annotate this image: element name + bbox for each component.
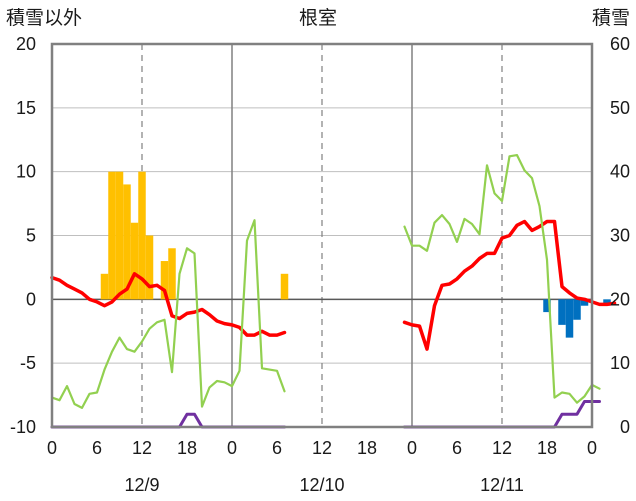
left-tick-label: 5 <box>26 226 36 246</box>
date-label: 12/10 <box>299 475 344 495</box>
hour-tick-label: 18 <box>357 438 377 458</box>
hour-tick-label: 0 <box>47 438 57 458</box>
bar <box>168 248 176 300</box>
hour-tick-label: 0 <box>227 438 237 458</box>
series-line-temperature <box>50 272 287 337</box>
plot-frame <box>50 42 594 429</box>
bar <box>123 184 131 300</box>
bar <box>138 171 146 300</box>
hour-tick-label: 18 <box>537 438 557 458</box>
date-label: 12/11 <box>480 475 524 495</box>
series-line-temperature <box>402 219 617 351</box>
hour-tick-label: 12 <box>312 438 332 458</box>
hour-tick-label: 18 <box>177 438 197 458</box>
left-tick-label: 10 <box>16 162 36 182</box>
left-tick-label: 0 <box>26 289 36 309</box>
hour-tick-label: 6 <box>272 438 282 458</box>
bar <box>100 273 109 300</box>
series-line-green_line <box>403 154 601 404</box>
right-tick-label: 50 <box>610 98 630 118</box>
ylabel-right: 積雪 <box>592 7 630 29</box>
series-line-snow_depth <box>50 412 286 429</box>
bar <box>280 273 289 300</box>
left-tick-label: 20 <box>16 34 36 54</box>
ylabel-left: 積雪以外 <box>6 7 82 29</box>
hour-tick-label: 12 <box>492 438 512 458</box>
bar <box>573 299 581 320</box>
bar-series <box>100 171 611 338</box>
right-tick-label: 10 <box>610 353 630 373</box>
left-tick-label: 15 <box>16 98 36 118</box>
plot-border <box>50 42 594 429</box>
hour-tick-label: 6 <box>452 438 462 458</box>
bar <box>160 261 169 300</box>
right-tick-label: 20 <box>610 289 630 309</box>
right-tick-label: 30 <box>610 226 630 246</box>
bar <box>130 222 139 300</box>
hour-tick-label: 0 <box>587 438 597 458</box>
series-line-green_line <box>50 219 286 409</box>
chart-title: 根室 <box>299 7 337 29</box>
bar <box>580 299 589 306</box>
bar <box>543 299 551 313</box>
hour-tick-label: 12 <box>132 438 152 458</box>
bar <box>565 299 574 338</box>
right-tick-label: 40 <box>610 162 630 182</box>
right-tick-label: 60 <box>610 34 630 54</box>
bar <box>145 235 154 300</box>
bar <box>115 171 124 300</box>
left-tick-label: -5 <box>20 353 36 373</box>
bar <box>108 171 116 300</box>
date-label: 12/9 <box>124 475 159 495</box>
left-tick-label: -10 <box>10 417 36 437</box>
bar <box>603 299 611 306</box>
hour-tick-label: 6 <box>92 438 102 458</box>
hour-tick-label: 0 <box>407 438 417 458</box>
right-tick-label: 0 <box>620 417 630 437</box>
bar <box>558 299 566 325</box>
